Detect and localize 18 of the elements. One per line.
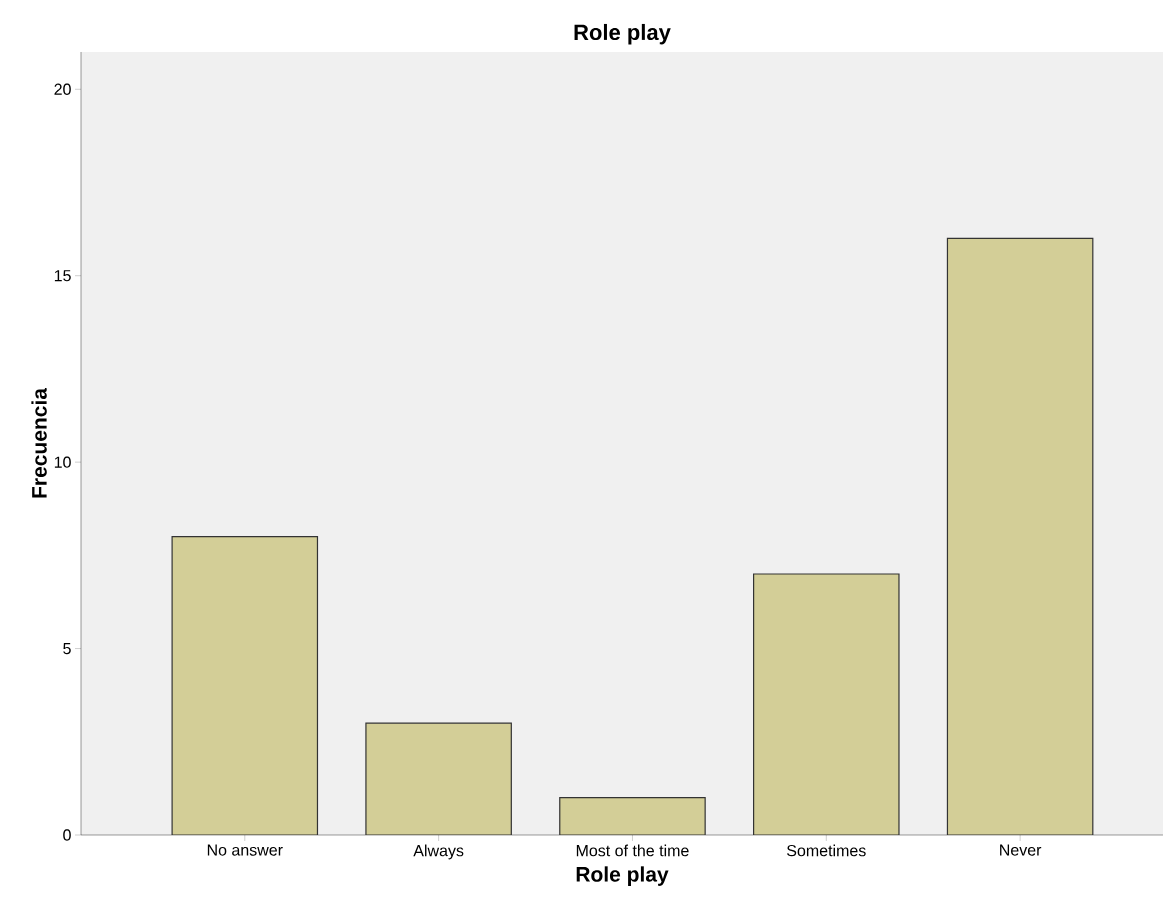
bar: [171, 536, 319, 835]
x-axis-title: Role play: [576, 866, 669, 886]
bar: [946, 237, 1094, 835]
x-tick-label: Sometimes: [787, 844, 866, 857]
x-tick-label: Most of the time: [576, 844, 689, 857]
y-axis-title: Frecuencia: [31, 387, 47, 498]
y-tick-label: 0: [63, 829, 71, 841]
bar: [753, 573, 900, 835]
y-tick-label: 15: [54, 270, 71, 282]
x-tick-label: Always: [413, 844, 464, 860]
bar: [365, 722, 512, 835]
y-tick-label: 10: [54, 456, 71, 468]
x-tick-label: Never: [1000, 844, 1042, 856]
x-tick-label: No answer: [207, 844, 283, 856]
y-tick-label: 20: [54, 83, 71, 95]
bar: [559, 797, 706, 835]
chart-title: Role play: [574, 23, 671, 45]
y-tick-label: 5: [63, 642, 71, 655]
